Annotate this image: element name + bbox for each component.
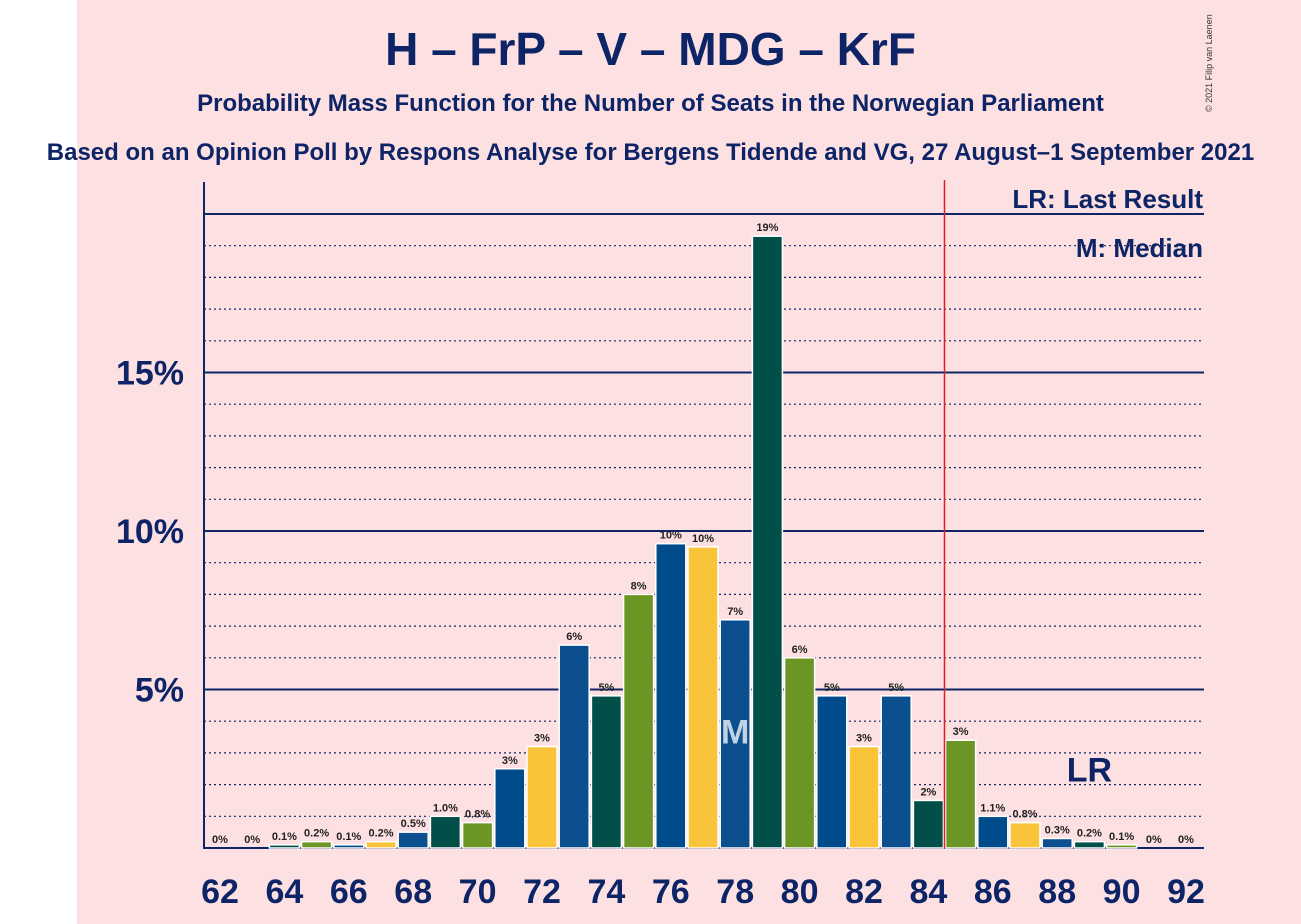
bar-seat-76	[655, 542, 687, 849]
bar-value-label: 3%	[856, 733, 872, 745]
bar-seat-64	[268, 844, 301, 849]
bar-seat-68	[397, 831, 429, 849]
bar-seat-84	[912, 799, 945, 849]
bar-value-label: 0%	[244, 834, 260, 846]
x-tick-label: 76	[652, 873, 690, 911]
bar-value-label: 3%	[502, 755, 518, 767]
bar-seat-73	[558, 644, 590, 849]
bar-value-label: 5%	[824, 682, 840, 694]
legend-last-result: LR: Last Result	[1012, 184, 1203, 214]
bar-seat-71	[494, 768, 526, 849]
bar-seat-87	[1009, 821, 1041, 849]
bar-seat-75	[622, 593, 655, 849]
y-tick-label: 15%	[116, 355, 184, 393]
bar-value-label: 0.3%	[1045, 824, 1070, 836]
bar-seat-83	[880, 695, 912, 849]
bar-value-label: 0.2%	[368, 828, 393, 840]
bar-seat-85	[944, 739, 977, 849]
bar-value-label: 0.1%	[1109, 831, 1134, 843]
chart-title: H – FrP – V – MDG – KrF	[385, 23, 916, 75]
bar-seat-65	[300, 840, 333, 849]
x-tick-label: 64	[265, 873, 303, 911]
bar-value-label: 0.1%	[272, 831, 297, 843]
bar-seat-88	[1041, 837, 1073, 849]
bar-value-label: 5%	[598, 682, 614, 694]
x-tick-label: 84	[909, 873, 947, 911]
bar-value-label: 0.1%	[336, 831, 361, 843]
bar-value-label: 1.1%	[980, 802, 1005, 814]
bar-value-label: 19%	[756, 222, 778, 234]
x-tick-label: 68	[394, 873, 432, 911]
bar-value-label: 8%	[631, 580, 647, 592]
bar-seat-70	[461, 821, 494, 849]
x-tick-label: 88	[1038, 873, 1076, 911]
median-marker: M	[721, 713, 749, 751]
bar-value-label: 7%	[727, 606, 743, 618]
bar-value-label: 0.2%	[1077, 828, 1102, 840]
bar-value-label: 3%	[953, 726, 969, 738]
bar-seat-82	[848, 745, 880, 849]
bar-seat-90	[1105, 844, 1138, 849]
bar-value-label: 0.8%	[465, 809, 490, 821]
bar-value-label: 5%	[888, 682, 904, 694]
bar-value-label: 1.0%	[433, 802, 458, 814]
x-tick-label: 72	[523, 873, 561, 911]
bar-seat-69	[429, 815, 462, 849]
bar-value-label: 0%	[212, 834, 228, 846]
bar-seat-86	[977, 815, 1009, 849]
bar-seat-72	[526, 745, 558, 849]
bar-seat-89	[1073, 840, 1106, 849]
x-tick-label: 86	[974, 873, 1012, 911]
y-tick-label: 5%	[135, 672, 184, 710]
bar-seat-81	[816, 695, 848, 849]
x-tick-label: 90	[1103, 873, 1141, 911]
bar-seat-79	[751, 235, 784, 849]
bar-seat-67	[365, 840, 397, 849]
x-tick-label: 92	[1167, 873, 1205, 911]
bar-value-label: 3%	[534, 733, 550, 745]
x-tick-label: 70	[459, 873, 497, 911]
bar-value-label: 0%	[1178, 834, 1194, 846]
bar-value-label: 0.5%	[401, 818, 426, 830]
bar-seat-80	[783, 657, 816, 849]
x-tick-label: 74	[587, 873, 625, 911]
x-tick-label: 82	[845, 873, 883, 911]
x-tick-label: 80	[781, 873, 819, 911]
bar-seat-77	[687, 546, 719, 849]
y-tick-label: 10%	[116, 513, 184, 551]
chart-source-subtitle: Based on an Opinion Poll by Respons Anal…	[46, 139, 1255, 166]
bar-value-label: 10%	[692, 533, 714, 545]
chart-subtitle: Probability Mass Function for the Number…	[197, 90, 1104, 117]
x-tick-label: 62	[201, 873, 239, 911]
bar-value-label: 6%	[566, 631, 582, 643]
bar-seat-78	[719, 619, 751, 849]
bar-value-label: 6%	[792, 644, 808, 656]
bar-value-label: 0.8%	[1012, 809, 1037, 821]
bar-value-label: 10%	[660, 530, 682, 542]
bar-value-label: 0%	[1146, 834, 1162, 846]
bar-value-label: 0.2%	[304, 828, 329, 840]
legend-median: M: Median	[1075, 233, 1203, 263]
bar-value-label: 2%	[920, 786, 936, 798]
x-tick-label: 78	[716, 873, 754, 911]
last-result-marker: LR	[1067, 751, 1112, 789]
bar-seat-74	[590, 695, 623, 849]
bar-seat-66	[333, 844, 365, 849]
x-tick-label: 66	[330, 873, 368, 911]
